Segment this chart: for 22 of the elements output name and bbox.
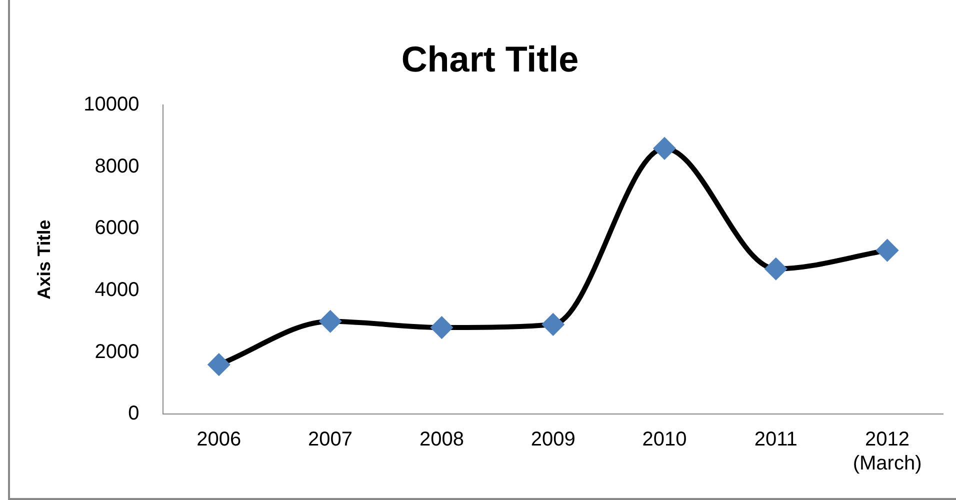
chart-title: Chart Title — [401, 38, 579, 80]
y-tick-label: 8000 — [94, 155, 140, 178]
x-tick-label: 2011 — [754, 428, 798, 451]
y-tick-label: 10000 — [84, 94, 140, 116]
point — [431, 317, 452, 338]
y-tick-label: 6000 — [94, 217, 140, 240]
y-tick-label: 4000 — [94, 278, 140, 301]
x-tick-label: 2009 — [530, 428, 576, 451]
y-tick-label: 2000 — [94, 340, 140, 363]
x-tick-label: 2012 (March) — [852, 428, 922, 475]
point — [208, 354, 230, 376]
x-tick-label: 2006 — [196, 428, 242, 451]
point — [876, 240, 898, 261]
point — [542, 314, 564, 335]
y-axis-title: Axis Title — [34, 220, 54, 300]
x-tick-label: 2007 — [308, 428, 353, 451]
point — [765, 258, 786, 280]
y-tick-label: 0 — [128, 402, 140, 425]
point — [320, 310, 341, 332]
x-tick-label: 2010 — [642, 428, 687, 451]
point — [654, 138, 676, 159]
x-tick-label: 2008 — [419, 428, 464, 451]
